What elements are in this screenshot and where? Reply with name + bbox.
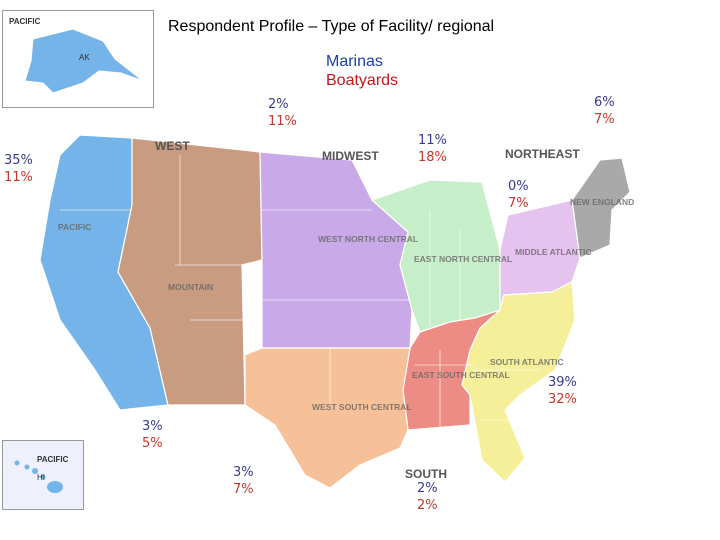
stat-hawaii: 3% 5% [142, 418, 163, 452]
stat-pacific-marinas: 35% [4, 153, 33, 168]
label-pacific: PACIFIC [58, 222, 91, 232]
stat-east-north-central: 0% 7% [508, 178, 529, 212]
stat-wnc-boatyards: 18% [418, 150, 447, 165]
stat-sa-boatyards: 32% [548, 392, 577, 407]
alaska-region-label: PACIFIC [9, 17, 41, 26]
stat-mountain-marinas: 2% [268, 97, 289, 112]
stat-east-south-central: 2% 2% [417, 480, 438, 514]
page-title: Respondent Profile – Type of Facility/ r… [168, 18, 495, 35]
alaska-state-label: AK [79, 53, 90, 62]
stat-new-england: 6% 7% [594, 94, 615, 128]
stat-pacific: 35% 11% [4, 152, 33, 186]
legend-marinas: Marinas [326, 53, 383, 70]
hawaii-state-label: HI [37, 473, 45, 482]
label-mountain: MOUNTAIN [168, 282, 213, 292]
stat-wsc-boatyards: 7% [233, 482, 254, 497]
stat-esc-marinas: 2% [417, 481, 438, 496]
us-census-regions-map: WEST MIDWEST NORTHEAST SOUTH PACIFIC MOU… [39, 134, 634, 489]
stat-wnc-marinas: 11% [418, 133, 447, 148]
stat-sa-marinas: 39% [548, 375, 577, 390]
stat-wsc-marinas: 3% [233, 465, 254, 480]
label-west: WEST [155, 139, 190, 153]
label-new-england: NEW ENGLAND [570, 197, 634, 207]
stat-hawaii-boatyards: 5% [142, 436, 163, 451]
stat-esc-boatyards: 2% [417, 498, 438, 513]
hawaii-region-label: PACIFIC [37, 455, 69, 464]
stat-mountain: 2% 11% [268, 96, 297, 130]
stat-ne-marinas: 6% [594, 95, 615, 110]
stat-pacific-boatyards: 11% [4, 170, 33, 185]
label-middle-atlantic: MIDDLE ATLANTIC [515, 247, 592, 257]
label-east-north-central: EAST NORTH CENTRAL [414, 254, 512, 264]
alaska-inset: PACIFIC AK [2, 10, 154, 108]
legend-boatyards: Boatyards [326, 72, 399, 89]
label-east-south-central: EAST SOUTH CENTRAL [412, 370, 510, 380]
hawaii-inset: PACIFIC HI [2, 440, 84, 510]
stat-enc-marinas: 0% [508, 179, 529, 194]
stat-enc-boatyards: 7% [508, 196, 529, 211]
label-south: SOUTH [405, 467, 447, 481]
legend: Marinas Boatyards [326, 52, 398, 90]
label-south-atlantic: SOUTH ATLANTIC [490, 357, 564, 367]
stat-hawaii-marinas: 3% [142, 419, 163, 434]
stat-south-atlantic: 39% 32% [548, 374, 577, 408]
alaska-shape [24, 28, 144, 94]
label-midwest: MIDWEST [322, 149, 379, 163]
label-west-south-central: WEST SOUTH CENTRAL [312, 402, 412, 412]
label-northeast: NORTHEAST [505, 147, 580, 161]
stat-west-south-central: 3% 7% [233, 464, 254, 498]
stat-ne-boatyards: 7% [594, 112, 615, 127]
stat-west-north-central: 11% 18% [418, 132, 447, 166]
label-west-north-central: WEST NORTH CENTRAL [318, 234, 418, 244]
region-new-england[interactable] [571, 157, 631, 259]
region-west-south-central[interactable] [244, 347, 411, 489]
stat-mountain-boatyards: 11% [268, 114, 297, 129]
region-west-north-central[interactable] [259, 151, 413, 349]
